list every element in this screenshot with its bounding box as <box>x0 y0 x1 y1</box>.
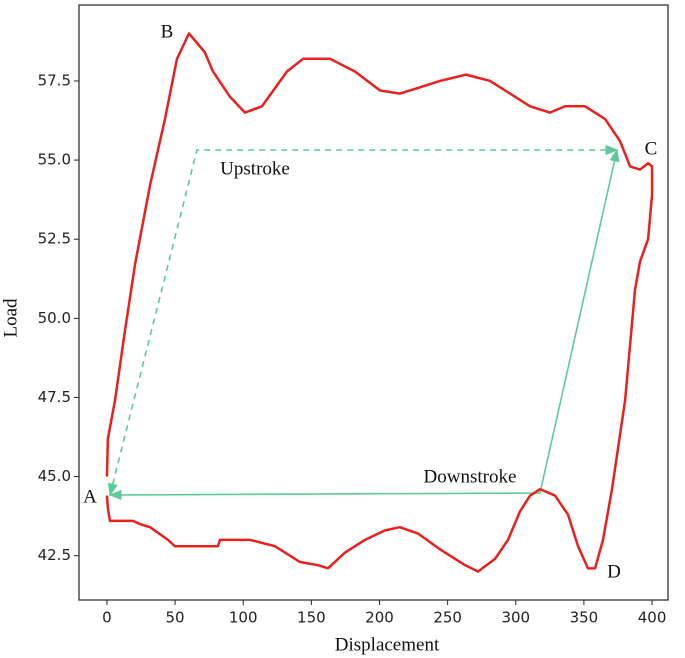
annotation: D <box>607 561 621 582</box>
x-tick-label: 0 <box>102 609 112 627</box>
x-tick-label: 350 <box>570 609 599 627</box>
x-tick-label: 150 <box>297 609 326 627</box>
annotation: A <box>83 486 97 507</box>
annotation: Upstroke <box>220 158 290 179</box>
annotation: B <box>161 21 174 42</box>
x-tick-label: 200 <box>365 609 394 627</box>
y-axis-label: Load <box>0 298 21 338</box>
y-tick-label: 50.0 <box>38 309 71 327</box>
plot-frame <box>78 4 669 601</box>
annotation: Downstroke <box>424 466 517 487</box>
y-tick-label: 57.5 <box>38 71 71 89</box>
x-axis-label: Displacement <box>335 634 440 655</box>
x-tick-label: 100 <box>229 609 258 627</box>
downstroke-arrow <box>108 148 620 501</box>
y-tick-label: 52.5 <box>38 230 71 248</box>
upstroke-arrow <box>107 144 619 497</box>
y-tick-label: 55.0 <box>38 151 71 169</box>
y-tick-label: 45.0 <box>38 467 71 485</box>
x-tick-label: 50 <box>166 609 185 627</box>
x-tick-label: 250 <box>433 609 462 627</box>
y-tick-label: 47.5 <box>38 388 71 406</box>
annotation: C <box>645 138 658 159</box>
x-tick-label: 300 <box>501 609 530 627</box>
x-tick-label: 400 <box>638 609 667 627</box>
data-line <box>105 32 654 573</box>
y-tick-label: 42.5 <box>38 546 71 564</box>
